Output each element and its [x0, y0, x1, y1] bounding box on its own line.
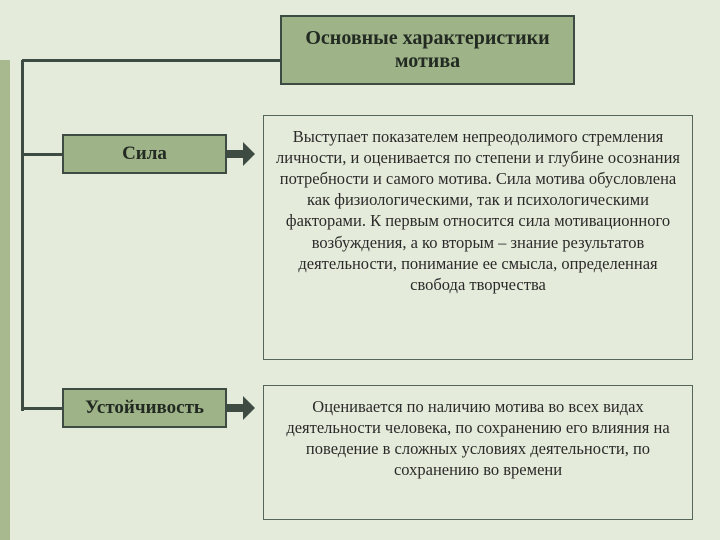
arrow-head-2 [243, 396, 255, 420]
connector-trunk-vertical [21, 60, 24, 411]
label-text-sila: Сила [122, 143, 167, 165]
label-box-ustoy: Устойчивость [62, 388, 227, 428]
connector-branch-2 [22, 407, 62, 410]
label-box-sila: Сила [62, 134, 227, 174]
desc-text-sila: Выступает показателем непреодолимого стр… [276, 126, 680, 295]
label-text-ustoy: Устойчивость [85, 397, 204, 419]
title-text: Основные характеристики мотива [292, 27, 563, 73]
connector-trunk-horizontal [22, 59, 280, 62]
desc-box-ustoy: Оценивается по наличию мотива во всех ви… [263, 385, 693, 520]
connector-branch-1 [22, 153, 62, 156]
arrow-head-1 [243, 142, 255, 166]
desc-text-ustoy: Оценивается по наличию мотива во всех ви… [276, 396, 680, 480]
accent-stripe [0, 60, 10, 540]
desc-box-sila: Выступает показателем непреодолимого стр… [263, 115, 693, 360]
title-box: Основные характеристики мотива [280, 15, 575, 85]
